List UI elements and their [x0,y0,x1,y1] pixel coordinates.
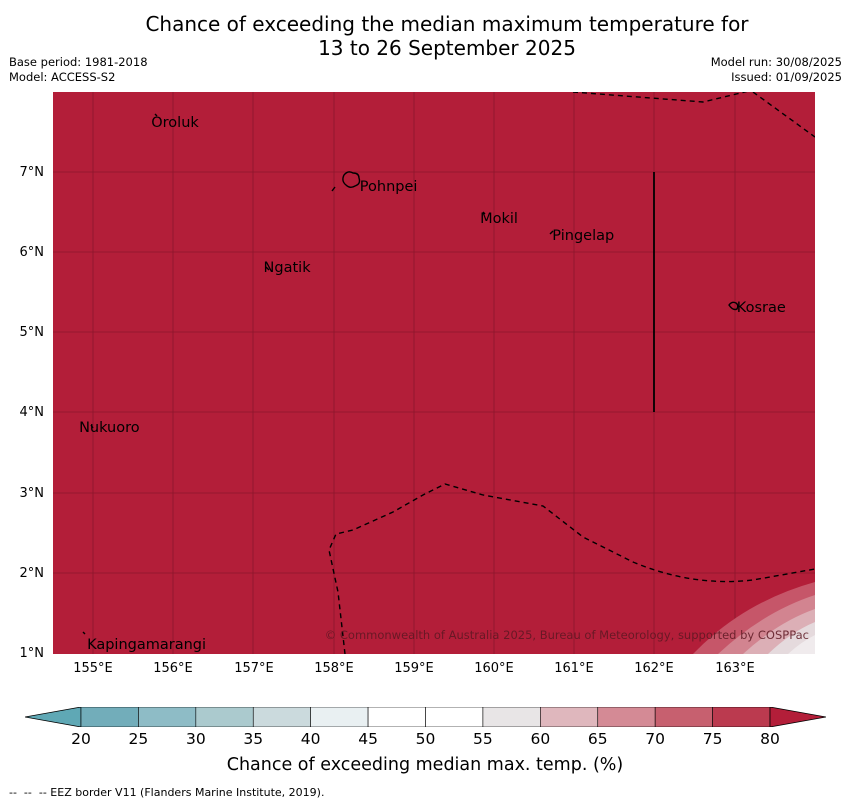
lat-tick-5: 5°N [19,325,45,340]
lat-tick-2: 2°N [19,566,45,581]
colorbar-tick-80: 80 [760,730,780,748]
colorbar-bin-9 [597,707,656,727]
lat-tick-1: 1°N [19,646,45,661]
colorbar-bin-0 [80,707,139,727]
colorbar-tick-65: 65 [587,730,608,748]
lat-tick-7: 7°N [19,165,45,180]
colorbar-bin-6 [425,707,484,727]
map-area[interactable]: Oroluk Pohnpei Mokil Pingelap Ngatik Kosrae Nu… [53,92,815,654]
place-label-oroluk: Oroluk [151,115,199,132]
colorbar [25,707,826,727]
colorbar-tick-20: 20 [71,730,91,748]
colorbar-tick-35: 35 [243,730,264,748]
place-label-ngatik: Ngatik [263,259,311,276]
lon-tick-159: 159°E [394,661,434,676]
colorbar-bin-10 [654,707,713,727]
colorbar-tick-70: 70 [645,730,666,748]
lon-tick-161: 161°E [554,661,594,676]
issued-date: Issued: 01/09/2025 [731,70,842,84]
title-line-1: Chance of exceeding the median maximum t… [145,12,749,36]
lon-tick-155: 155°E [73,661,113,676]
colorbar-tick-30: 30 [185,730,206,748]
colorbar-tick-25: 25 [128,730,149,748]
colorbar-extend-high [769,707,826,727]
ngatik-islet [265,266,270,271]
lat-tick-6: 6°N [19,245,45,260]
place-label-kapingamarangi: Kapingamarangi [87,636,207,653]
colorbar-tick-50: 50 [415,730,436,748]
colorbar-tick-45: 45 [358,730,378,748]
map-title: Chance of exceeding the median maximum t… [0,12,850,60]
pingelap-islet [549,230,554,235]
place-label-kosrae: Kosrae [736,299,786,316]
pohnpei-island [342,171,361,188]
model-run: Model run: 30/08/2025 [710,55,842,69]
colorbar-extend-low [25,707,82,727]
oroluk-islet [154,113,158,117]
map-overlay [53,92,815,654]
colorbar-bin-4 [310,707,369,727]
colorbar-bin-11 [712,707,771,727]
colorbar-bin-5 [367,707,426,727]
place-label-nukuoro: Nukuoro [79,420,140,437]
colorbar-tick-75: 75 [702,730,723,748]
mokil-islet [482,211,486,215]
lat-tick-3: 3°N [19,486,45,501]
base-period: Base period: 1981-2018 [9,55,148,69]
pohnpei-islet [331,186,336,192]
eez-border-south [328,483,815,654]
lon-tick-156: 156°E [153,661,193,676]
eez-borders [328,92,815,654]
island-outlines [82,113,739,635]
colorbar-tick-40: 40 [300,730,321,748]
graticule [53,92,815,654]
kapingamarangi-islet [82,631,86,635]
place-label-pohnpei: Pohnpei [359,179,418,196]
meta-left: Base period: 1981-2018 Model: ACCESS-S2 [9,55,148,85]
colorbar-bin-8 [540,707,599,727]
title-line-2: 13 to 26 September 2025 [318,36,576,60]
copyright-notice: © Commonwealth of Australia 2025, Bureau… [324,628,809,642]
eez-border-northeast [752,92,815,138]
meta-right: Model run: 30/08/2025 Issued: 01/09/2025 [711,55,842,85]
colorbar-bin-3 [252,707,311,727]
eez-border-north [572,92,748,103]
lon-tick-160: 160°E [474,661,514,676]
colorbar-bin-2 [195,707,254,727]
lon-tick-158: 158°E [314,661,354,676]
colorbar-bin-7 [482,707,541,727]
colorbar-tick-55: 55 [473,730,493,748]
place-label-pingelap: Pingelap [552,227,615,244]
eez-legend-note: -- -- -- EEZ border V11 (Flanders Marine… [9,786,325,799]
nukuoro-islet [90,424,94,429]
kosrae-island [728,301,739,311]
lat-tick-4: 4°N [19,405,45,420]
colorbar-tick-60: 60 [530,730,551,748]
place-label-mokil: Mokil [480,211,518,228]
cooler-anomaly-gradient [693,582,815,654]
colorbar-label: Chance of exceeding median max. temp. (%… [226,755,624,775]
lon-tick-162: 162°E [634,661,674,676]
lon-tick-157: 157°E [234,661,274,676]
colorbar-bin-1 [138,707,197,727]
model-name: Model: ACCESS-S2 [9,70,116,84]
lon-tick-163: 163°E [715,661,755,676]
